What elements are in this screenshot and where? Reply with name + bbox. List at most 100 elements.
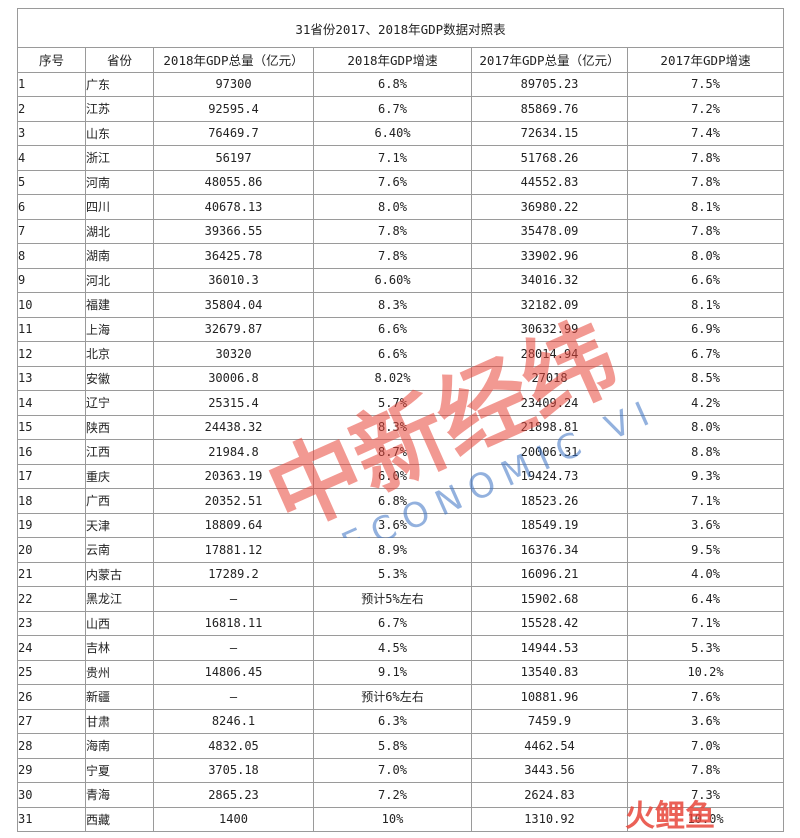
row-gdp-2017: 18523.26 (471, 488, 628, 514)
row-index: 27 (17, 708, 86, 734)
row-gdp-2018: 32679.87 (153, 316, 314, 342)
row-growth-2017: 5.3% (626, 635, 785, 661)
row-gdp-2018: 4832.05 (153, 733, 314, 759)
gdp-table-container: 31省份2017、2018年GDP数据对照表 序号 省份 2018年GDP总量（… (16, 8, 785, 838)
row-index: 2 (17, 96, 86, 122)
table-row: 1 广东 97300 6.8% 89705.23 7.5% (17, 71, 785, 97)
row-gdp-2018: — (153, 684, 314, 710)
row-gdp-2017: 34016.32 (471, 267, 628, 293)
row-index: 10 (17, 292, 86, 318)
row-province: 宁夏 (85, 757, 154, 783)
row-growth-2017: 7.5% (626, 71, 785, 97)
row-growth-2018: 6.3% (313, 708, 472, 734)
row-gdp-2017: 3443.56 (471, 757, 628, 783)
row-growth-2018: 8.7% (313, 439, 472, 465)
row-gdp-2017: 7459.9 (471, 708, 628, 734)
table-row: 5 河南 48055.86 7.6% 44552.83 7.8% (17, 169, 785, 195)
row-growth-2017: 6.4% (626, 586, 785, 612)
row-index: 26 (17, 684, 86, 710)
row-province: 辽宁 (85, 390, 154, 416)
row-growth-2017: 8.0% (626, 243, 785, 269)
row-gdp-2018: 30320 (153, 341, 314, 367)
row-gdp-2017: 14944.53 (471, 635, 628, 661)
table-row: 16 江西 21984.8 8.7% 20006.31 8.8% (17, 439, 785, 465)
row-gdp-2017: 35478.09 (471, 218, 628, 244)
table-row: 25 贵州 14806.45 9.1% 13540.83 10.2% (17, 659, 785, 685)
row-province: 北京 (85, 341, 154, 367)
row-province: 重庆 (85, 463, 154, 489)
table-row: 2 江苏 92595.4 6.7% 85869.76 7.2% (17, 96, 785, 122)
row-growth-2017: 7.1% (626, 488, 785, 514)
row-index: 24 (17, 635, 86, 661)
row-province: 上海 (85, 316, 154, 342)
row-growth-2018: 预计5%左右 (313, 586, 472, 612)
row-index: 22 (17, 586, 86, 612)
table-row: 17 重庆 20363.19 6.0% 19424.73 9.3% (17, 463, 785, 489)
row-gdp-2017: 20006.31 (471, 439, 628, 465)
row-gdp-2017: 36980.22 (471, 194, 628, 220)
row-province: 贵州 (85, 659, 154, 685)
row-index: 13 (17, 365, 86, 391)
row-growth-2017: 7.4% (626, 120, 785, 146)
row-gdp-2018: 25315.4 (153, 390, 314, 416)
row-province: 西藏 (85, 806, 154, 832)
row-growth-2017: 3.6% (626, 512, 785, 538)
row-province: 广东 (85, 71, 154, 97)
row-growth-2018: 8.3% (313, 292, 472, 318)
row-gdp-2017: 89705.23 (471, 71, 628, 97)
row-index: 6 (17, 194, 86, 220)
row-growth-2018: 6.7% (313, 96, 472, 122)
table-row: 20 云南 17881.12 8.9% 16376.34 9.5% (17, 537, 785, 563)
row-growth-2017: 4.2% (626, 390, 785, 416)
table-row: 23 山西 16818.11 6.7% 15528.42 7.1% (17, 610, 785, 636)
row-gdp-2018: 2865.23 (153, 782, 314, 808)
row-gdp-2018: 20352.51 (153, 488, 314, 514)
row-index: 11 (17, 316, 86, 342)
row-province: 天津 (85, 512, 154, 538)
row-gdp-2018: 18809.64 (153, 512, 314, 538)
row-index: 28 (17, 733, 86, 759)
row-gdp-2018: 36425.78 (153, 243, 314, 269)
row-growth-2018: 6.8% (313, 488, 472, 514)
row-province: 河北 (85, 267, 154, 293)
row-gdp-2017: 33902.96 (471, 243, 628, 269)
header-gdp-2018: 2018年GDP总量（亿元） (153, 47, 314, 73)
row-gdp-2018: 17289.2 (153, 561, 314, 587)
table-title: 31省份2017、2018年GDP数据对照表 (16, 8, 785, 48)
header-growth-2017: 2017年GDP增速 (626, 47, 785, 73)
row-gdp-2017: 1310.92 (471, 806, 628, 832)
header-gdp-2017: 2017年GDP总量（亿元） (471, 47, 628, 73)
row-index: 4 (17, 145, 86, 171)
row-gdp-2017: 15902.68 (471, 586, 628, 612)
row-growth-2017: 6.9% (626, 316, 785, 342)
row-gdp-2018: 24438.32 (153, 414, 314, 440)
row-index: 7 (17, 218, 86, 244)
row-growth-2017: 7.3% (626, 782, 785, 808)
row-growth-2017: 8.5% (626, 365, 785, 391)
row-province: 四川 (85, 194, 154, 220)
row-gdp-2018: 30006.8 (153, 365, 314, 391)
table-row: 24 吉林 —4.5% 14944.53 5.3% (17, 635, 785, 661)
row-province: 山西 (85, 610, 154, 636)
row-growth-2018: 7.2% (313, 782, 472, 808)
row-growth-2017: 10.2% (626, 659, 785, 685)
table-row: 11 上海 32679.87 6.6% 30632.99 6.9% (17, 316, 785, 342)
row-index: 23 (17, 610, 86, 636)
row-growth-2018: 9.1% (313, 659, 472, 685)
row-gdp-2018: 8246.1 (153, 708, 314, 734)
row-index: 17 (17, 463, 86, 489)
row-gdp-2017: 72634.15 (471, 120, 628, 146)
row-province: 湖南 (85, 243, 154, 269)
row-growth-2018: 8.9% (313, 537, 472, 563)
header-row: 序号 省份 2018年GDP总量（亿元） 2018年GDP增速 2017年GDP… (17, 47, 785, 73)
header-province: 省份 (85, 47, 154, 73)
row-index: 20 (17, 537, 86, 563)
row-growth-2017: 9.5% (626, 537, 785, 563)
row-gdp-2017: 10881.96 (471, 684, 628, 710)
row-growth-2018: 3.6% (313, 512, 472, 538)
row-growth-2017: 6.6% (626, 267, 785, 293)
row-growth-2018: 5.8% (313, 733, 472, 759)
row-gdp-2018: 16818.11 (153, 610, 314, 636)
row-gdp-2018: 21984.8 (153, 439, 314, 465)
row-growth-2017: 8.0% (626, 414, 785, 440)
